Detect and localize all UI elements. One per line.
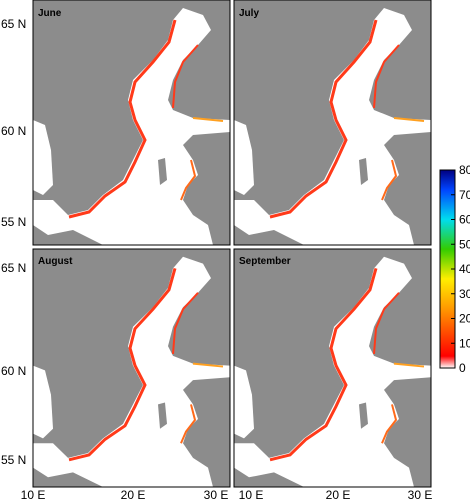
colorbar-tick-label: 50 xyxy=(459,237,470,251)
panel-title: July xyxy=(239,8,259,19)
panel-frame xyxy=(233,248,432,488)
panel-frame xyxy=(32,248,231,488)
x-tick-label: 30 E xyxy=(204,488,229,501)
x-tick-label: 20 E xyxy=(326,488,351,501)
panel-frame xyxy=(32,0,231,246)
x-tick-label: 10 E xyxy=(21,488,46,501)
map-panel xyxy=(33,0,230,245)
panels xyxy=(32,0,432,488)
x-tick-label: 10 E xyxy=(239,488,264,501)
panel-title: August xyxy=(38,256,73,267)
y-tick-label: 65 N xyxy=(1,261,26,275)
colorbar-tick-label: 80 xyxy=(459,163,470,177)
x-tick-label: 30 E xyxy=(408,488,433,501)
map-panel xyxy=(33,249,230,487)
colorbar-tick-label: 0 xyxy=(459,361,466,375)
colorbar-tick-label: 10 xyxy=(459,336,470,350)
colorbar-ticks: 0 10 20 30 40 50 60 70 80 xyxy=(451,163,470,375)
colorbar-tick-label: 40 xyxy=(459,262,470,276)
panel-title: June xyxy=(38,8,62,19)
colorbar-tick-label: 30 xyxy=(459,287,470,301)
map-panel xyxy=(234,249,431,487)
y-tick-label: 55 N xyxy=(1,453,26,467)
panel-frame xyxy=(233,0,432,246)
y-tick-label: 55 N xyxy=(1,215,26,229)
y-tick-label: 65 N xyxy=(1,17,26,31)
x-tick-label: 20 E xyxy=(121,488,146,501)
y-tick-label: 60 N xyxy=(1,364,26,378)
map-panel xyxy=(234,0,431,245)
panel-title: September xyxy=(239,256,291,267)
colorbar-tick-label: 20 xyxy=(459,312,470,326)
y-tick-label: 60 N xyxy=(1,124,26,138)
colorbar-tick-label: 60 xyxy=(459,213,470,227)
colorbar-tick-label: 70 xyxy=(459,188,470,202)
